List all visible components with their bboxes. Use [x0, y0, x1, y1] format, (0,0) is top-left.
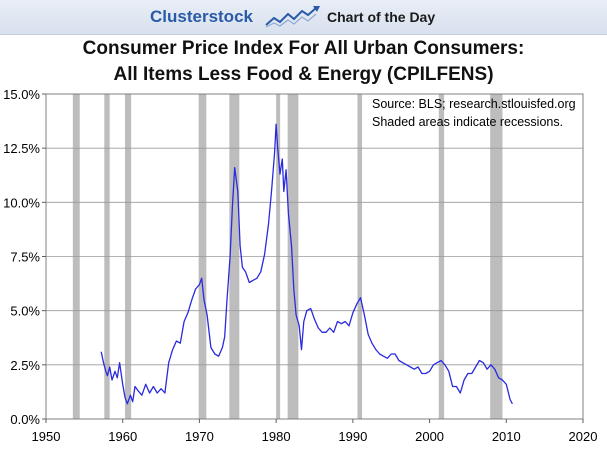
chart-title-line-1: Consumer Price Index For All Urban Consu… [82, 38, 525, 59]
brand-name: Clusterstock [150, 7, 253, 26]
x-tick-label: 2010 [492, 429, 521, 444]
axis-ticks: 0.0% 2.5% 5.0% 7.5% 10.0% 12.5% 15.0% 1950 1960 1… [3, 87, 597, 444]
y-tick-label: 12.5% [3, 141, 40, 156]
chart-trend-icon [265, 6, 320, 28]
series-line [100, 123, 513, 405]
annotation-text: Shaded areas indicate recessions. [372, 115, 563, 129]
y-tick-label: 5.0% [10, 304, 40, 319]
x-tick-label: 1950 [32, 429, 61, 444]
y-tick-label: 0.0% [10, 412, 40, 427]
x-tick-label: 2020 [569, 429, 598, 444]
x-tick-label: 1990 [338, 429, 367, 444]
y-tick-label: 10.0% [3, 195, 40, 210]
annotation-text: Source: BLS; research.stlouisfed.org [372, 97, 576, 111]
x-tick-label: 1980 [262, 429, 291, 444]
chart-title: Consumer Price Index For All Urban Consu… [0, 36, 607, 88]
x-tick-label: 1960 [108, 429, 137, 444]
gridlines [46, 147, 583, 366]
series-group [100, 123, 513, 405]
y-tick-label: 7.5% [10, 250, 40, 265]
annotations: Source: BLS; research.stlouisfed.org Shad… [372, 97, 576, 129]
x-tick-label: 1970 [185, 429, 214, 444]
x-tick-label: 2000 [415, 429, 444, 444]
chart-of-the-day-label: Chart of the Day [327, 9, 436, 25]
y-tick-label: 15.0% [3, 87, 40, 102]
y-tick-label: 2.5% [10, 358, 40, 373]
chart-title-line-2: All Items Less Food & Energy (CPILFENS) [113, 64, 494, 85]
